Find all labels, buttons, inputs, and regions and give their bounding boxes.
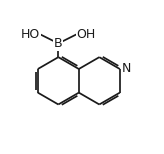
Text: HO: HO [21, 28, 40, 41]
Text: OH: OH [77, 28, 96, 41]
Text: N: N [121, 63, 131, 75]
Text: B: B [54, 37, 63, 50]
